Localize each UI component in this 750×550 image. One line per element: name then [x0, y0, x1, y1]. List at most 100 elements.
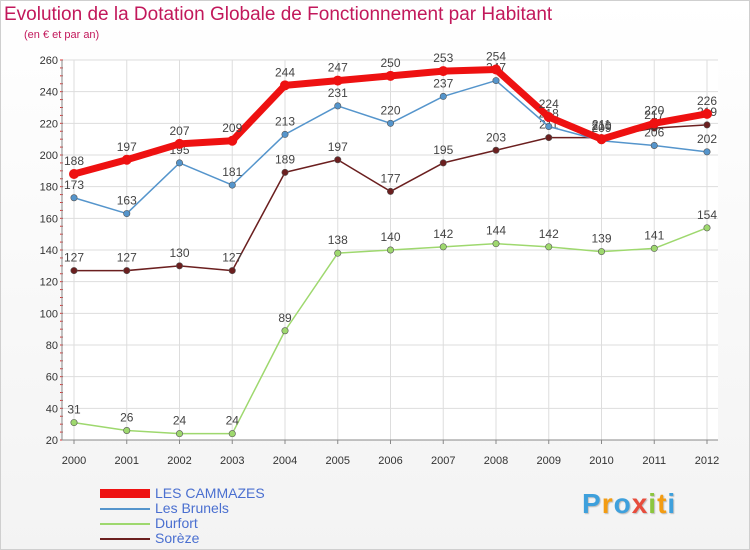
y-tick-label: 160 [40, 213, 58, 225]
data-point-durfort [334, 249, 342, 257]
data-point-durfort [545, 243, 553, 251]
data-label-durfort: 24 [173, 414, 187, 428]
logo-letter: r [601, 488, 614, 519]
legend-label: Les Brunels [155, 500, 229, 516]
x-tick-label: 2008 [484, 455, 508, 467]
x-tick-label: 2002 [167, 455, 191, 467]
data-label-les-brunels: 231 [328, 86, 348, 100]
x-tick-label: 2005 [326, 455, 350, 467]
data-label-soreze: 197 [328, 140, 348, 154]
data-label-les-cammazes: 247 [328, 61, 348, 75]
data-point-soreze [281, 168, 289, 176]
data-point-soreze [439, 159, 447, 167]
data-point-les-brunels [650, 142, 658, 150]
y-tick-label: 200 [40, 150, 58, 162]
data-label-durfort: 142 [539, 227, 559, 241]
data-point-durfort [703, 224, 711, 232]
data-point-les-brunels [386, 119, 394, 127]
data-label-les-brunels: 213 [275, 114, 295, 128]
data-point-durfort [492, 240, 500, 248]
x-tick-label: 2009 [537, 455, 561, 467]
data-point-les-brunels [176, 159, 184, 167]
data-label-durfort: 144 [486, 224, 506, 238]
data-label-les-cammazes: 210 [591, 119, 611, 133]
data-point-les-brunels [545, 123, 553, 131]
data-label-les-cammazes: 188 [64, 154, 84, 168]
data-label-les-cammazes: 254 [486, 50, 506, 64]
data-point-soreze [176, 262, 184, 270]
data-point-durfort [228, 430, 236, 438]
y-tick-label: 120 [40, 277, 58, 289]
legend-label: Sorèze [155, 530, 200, 546]
data-label-durfort: 141 [644, 228, 664, 242]
x-tick-label: 2003 [220, 455, 244, 467]
data-point-les-brunels [334, 102, 342, 110]
data-point-les-cammazes [385, 70, 396, 81]
data-point-les-cammazes [702, 108, 712, 119]
data-point-soreze [228, 267, 236, 275]
data-label-les-brunels: 209 [591, 121, 611, 135]
data-label-les-cammazes: 253 [433, 51, 453, 65]
data-label-durfort: 31 [67, 403, 81, 417]
data-label-soreze: 195 [433, 143, 453, 157]
data-point-soreze [70, 267, 78, 275]
data-point-les-cammazes [543, 112, 554, 122]
y-tick-label: 140 [40, 245, 58, 257]
data-label-soreze: 211 [592, 118, 611, 132]
data-label-durfort: 26 [120, 411, 134, 425]
data-label-les-cammazes: 207 [169, 124, 189, 138]
data-point-les-cammazes [174, 138, 185, 149]
data-label-les-cammazes: 209 [222, 121, 242, 135]
data-point-durfort [123, 426, 131, 434]
data-point-les-cammazes [438, 66, 449, 77]
data-label-soreze: 177 [380, 171, 400, 185]
data-label-les-cammazes: 224 [539, 97, 559, 111]
data-point-soreze [545, 134, 553, 142]
y-tick-label: 180 [40, 182, 58, 194]
data-point-soreze [123, 267, 131, 275]
data-point-soreze [386, 187, 394, 195]
proxiti-logo: Proxiti [582, 488, 676, 520]
data-point-les-brunels [492, 77, 500, 85]
x-tick-label: 2001 [115, 455, 139, 467]
y-tick-label: 40 [46, 403, 58, 415]
data-label-durfort: 138 [328, 233, 348, 247]
legend-swatch [100, 489, 150, 498]
data-point-durfort [281, 327, 289, 335]
data-point-les-cammazes [280, 80, 290, 91]
data-label-les-brunels: 163 [117, 194, 137, 208]
legend-label: LES CAMMAZES [155, 485, 265, 501]
logo-letter: x [631, 488, 649, 519]
data-point-les-brunels [123, 210, 131, 218]
data-point-les-cammazes [491, 64, 501, 75]
data-label-les-cammazes: 226 [697, 94, 717, 108]
data-point-les-cammazes [69, 169, 79, 179]
data-point-durfort [439, 243, 447, 251]
logo-letter: P [582, 488, 602, 519]
chart-subtitle: (en € et par an) [24, 29, 100, 41]
data-label-soreze: 127 [64, 251, 84, 265]
data-label-durfort: 24 [226, 414, 240, 428]
data-label-soreze: 217 [644, 108, 664, 122]
y-tick-label: 240 [40, 87, 58, 99]
data-label-durfort: 140 [380, 230, 400, 244]
data-point-les-brunels [281, 130, 289, 138]
x-tick-label: 2000 [62, 455, 86, 467]
data-label-les-brunels: 181 [222, 165, 242, 179]
data-label-soreze: 203 [486, 130, 506, 144]
data-label-les-brunels: 206 [644, 126, 664, 140]
data-label-les-brunels: 220 [380, 103, 400, 117]
y-tick-label: 80 [46, 340, 58, 352]
data-label-soreze: 189 [275, 152, 295, 166]
legend-swatch [100, 523, 150, 525]
data-point-les-brunels [228, 181, 236, 189]
legend-swatch [100, 538, 150, 540]
data-label-les-brunels: 237 [433, 76, 453, 90]
data-point-les-cammazes [649, 118, 660, 129]
data-label-durfort: 154 [697, 208, 717, 222]
data-label-durfort: 142 [433, 227, 453, 241]
x-tick-label: 2006 [378, 455, 402, 467]
data-label-soreze: 127 [117, 251, 137, 265]
data-point-durfort [597, 248, 605, 256]
